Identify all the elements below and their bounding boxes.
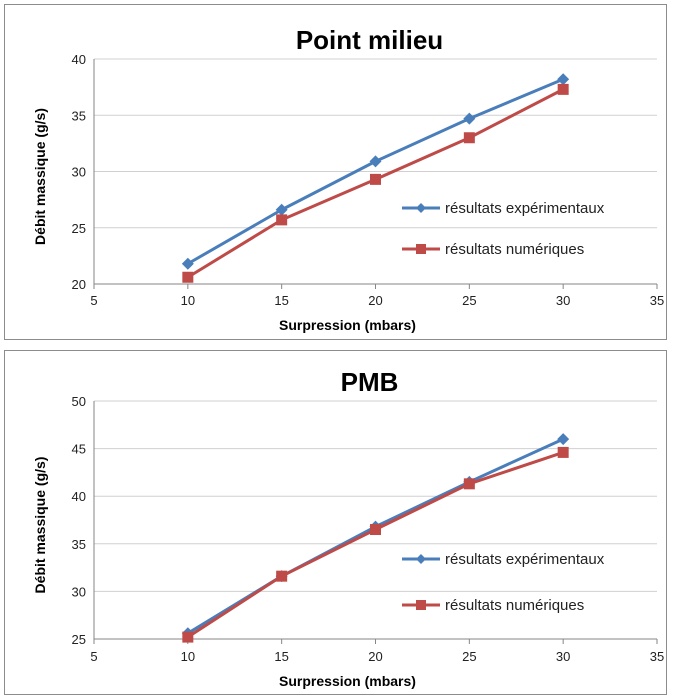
y-tick-label: 40 bbox=[72, 52, 86, 67]
data-point-numerical bbox=[276, 214, 288, 226]
data-point-numerical bbox=[463, 478, 475, 490]
data-point-numerical bbox=[182, 271, 194, 283]
x-tick-label: 30 bbox=[556, 293, 570, 308]
x-tick-label: 5 bbox=[90, 649, 97, 664]
y-tick-label: 50 bbox=[72, 394, 86, 409]
data-point-numerical bbox=[557, 446, 569, 458]
x-tick-label: 25 bbox=[462, 649, 476, 664]
data-point-experimental bbox=[275, 203, 288, 216]
legend-marker-diamond bbox=[416, 554, 426, 564]
data-point-numerical bbox=[463, 132, 475, 144]
data-point-numerical bbox=[370, 173, 381, 185]
x-tick-label: 20 bbox=[368, 293, 382, 308]
chart-panel-pmb: PMB 25 30 35 40 45 50 5 10 15 20 25 30 35 Surpression … bbox=[4, 350, 667, 695]
y-tick-label: 30 bbox=[72, 584, 86, 599]
legend-marker-square bbox=[416, 600, 426, 610]
x-tick-label: 30 bbox=[556, 649, 570, 664]
chart-panel-point-milieu: Point milieu 20 25 30 35 40 5 10 15 20 25 30 35 Surpr… bbox=[4, 4, 667, 340]
data-point-experimental bbox=[463, 112, 476, 125]
y-tick-label: 30 bbox=[72, 165, 86, 180]
x-tick-label: 15 bbox=[274, 649, 288, 664]
y-tick-label: 20 bbox=[72, 277, 86, 292]
data-point-numerical bbox=[182, 631, 194, 643]
y-tick-label: 35 bbox=[72, 537, 86, 552]
legend-label: résultats expérimentaux bbox=[445, 200, 605, 217]
y-axis-label: Débit massique (g/s) bbox=[32, 457, 48, 594]
legend-label: résultats numériques bbox=[445, 597, 584, 614]
data-point-experimental bbox=[369, 155, 382, 168]
data-point-experimental bbox=[181, 257, 194, 270]
y-tick-label: 35 bbox=[72, 108, 86, 123]
data-point-numerical bbox=[370, 524, 381, 536]
y-tick-label: 45 bbox=[72, 442, 86, 457]
data-point-numerical bbox=[276, 570, 288, 582]
x-tick-label: 20 bbox=[368, 649, 382, 664]
x-tick-label: 35 bbox=[650, 293, 664, 308]
y-axis-label: Débit massique (g/s) bbox=[32, 108, 48, 245]
x-tick-label: 35 bbox=[650, 649, 664, 664]
x-axis-label: Surpression (mbars) bbox=[279, 673, 416, 689]
legend-marker-square bbox=[416, 244, 426, 254]
chart-title: PMB bbox=[341, 367, 399, 397]
chart-point-milieu: Point milieu 20 25 30 35 40 5 10 15 20 25 30 35 Surpr… bbox=[32, 25, 664, 333]
x-tick-label: 15 bbox=[274, 293, 288, 308]
x-axis-label: Surpression (mbars) bbox=[279, 317, 416, 333]
data-point-numerical bbox=[557, 83, 569, 95]
data-point-experimental bbox=[557, 433, 570, 446]
legend-label: résultats numériques bbox=[445, 241, 584, 258]
x-tick-label: 10 bbox=[181, 293, 195, 308]
y-tick-label: 25 bbox=[72, 221, 86, 236]
data-point-experimental bbox=[557, 73, 570, 86]
x-tick-label: 5 bbox=[90, 293, 97, 308]
x-tick-label: 25 bbox=[462, 293, 476, 308]
legend-marker-diamond bbox=[416, 203, 426, 213]
y-tick-label: 25 bbox=[72, 632, 86, 647]
chart-pmb: PMB 25 30 35 40 45 50 5 10 15 20 25 30 35 Surpression … bbox=[32, 367, 664, 689]
x-tick-label: 10 bbox=[181, 649, 195, 664]
y-tick-label: 40 bbox=[72, 489, 86, 504]
chart-title: Point milieu bbox=[296, 25, 443, 55]
legend-label: résultats expérimentaux bbox=[445, 551, 605, 568]
